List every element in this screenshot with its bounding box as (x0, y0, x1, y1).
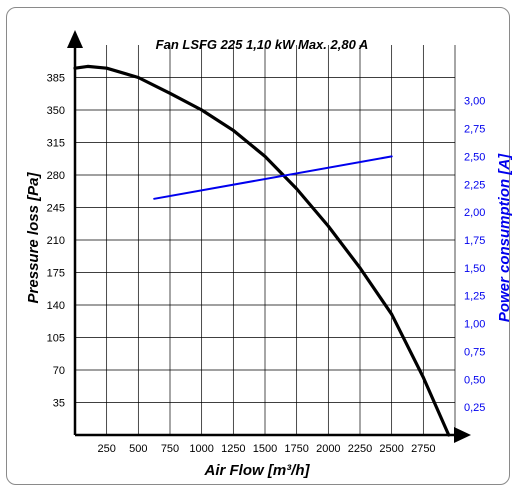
y2-tick-label: 2,50 (464, 151, 485, 163)
grid-lines (75, 45, 456, 435)
x-tick-label: 1750 (284, 443, 308, 455)
y2-tick-label: 2,75 (464, 124, 485, 136)
y-tick-label: 315 (47, 138, 65, 150)
y2-tick-label: 3,00 (464, 96, 485, 108)
power-consumption-line (153, 155, 393, 200)
y-tick-label: 245 (47, 203, 65, 215)
y2-tick-label: 1,00 (464, 319, 485, 331)
y-tick-label: 70 (53, 365, 65, 377)
y-tick-label: 280 (47, 170, 65, 182)
x-tick-label: 1000 (189, 443, 213, 455)
y-tick-label: 175 (47, 268, 65, 280)
x-tick-label: 250 (97, 443, 115, 455)
y-tick-label: 140 (47, 300, 65, 312)
y2-tick-label: 0,75 (464, 346, 485, 358)
y-tick-label: 210 (47, 235, 65, 247)
x-tick-label: 2250 (348, 443, 372, 455)
axes (67, 30, 471, 443)
y-axis-arrow (67, 30, 83, 48)
chart-card (6, 7, 510, 485)
y2-tick-label: 1,25 (464, 291, 485, 303)
x-tick-label: 1500 (253, 443, 277, 455)
x-tick-label: 750 (161, 443, 179, 455)
y2-tick-label: 2,25 (464, 179, 485, 191)
y-tick-label: 350 (47, 105, 65, 117)
x-axis-title: Air Flow [m³/h] (204, 462, 311, 479)
x-axis-arrow (454, 427, 471, 443)
y2-axis-title: Power consumption [A] (496, 153, 513, 322)
y2-tick-label: 1,75 (464, 235, 485, 247)
y2-tick-label: 0,50 (464, 374, 485, 386)
y-tick-label: 385 (47, 73, 65, 85)
x-tick-label: 500 (129, 443, 147, 455)
x-tick-label: 2000 (316, 443, 340, 455)
y-tick-label: 35 (53, 398, 65, 410)
y-axis-title: Pressure loss [Pa] (25, 172, 42, 304)
x-tick-label: 2500 (379, 443, 403, 455)
chart-title: Fan LSFG 225 1,10 kW Max. 2,80 A (156, 37, 369, 52)
y2-tick-label: 0,25 (464, 402, 485, 414)
y2-tick-label: 2,00 (464, 207, 485, 219)
y2-tick-label: 1,50 (464, 263, 485, 275)
tick-labels: 250 500 750 1000 1250 1500 1750 2000 2250 2500 275… (47, 73, 486, 456)
pressure-loss-curve (73, 64, 451, 437)
data-series (73, 64, 451, 437)
x-tick-label: 2750 (411, 443, 435, 455)
y-tick-label: 105 (47, 333, 65, 345)
x-tick-label: 1250 (221, 443, 245, 455)
